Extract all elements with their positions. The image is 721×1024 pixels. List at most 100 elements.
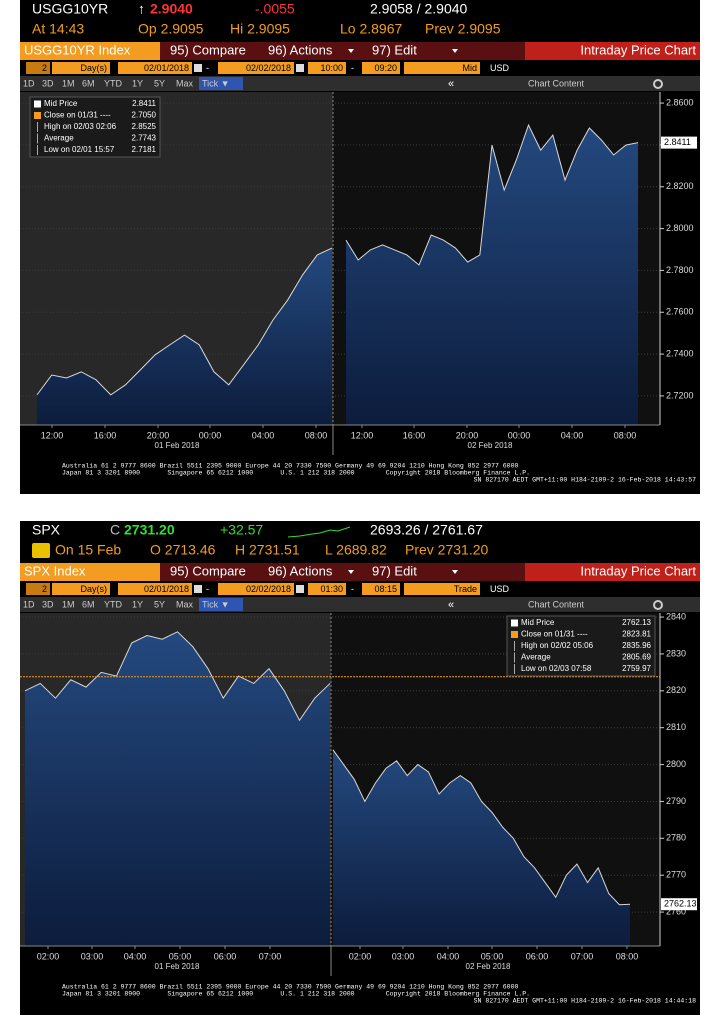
input-box	[52, 583, 110, 595]
toolbar-button[interactable]: 95) Compare	[170, 42, 246, 57]
y-tick-label: 2840	[666, 611, 686, 621]
toolbar-button[interactable]: 97) Edit	[372, 563, 417, 578]
setting[interactable]: Mid	[462, 63, 477, 73]
dropdown-arrow	[452, 570, 458, 574]
period-button[interactable]: YTD	[104, 599, 123, 609]
input-box	[404, 583, 480, 595]
period-button[interactable]: 6M	[82, 599, 95, 609]
input-box	[362, 583, 400, 595]
price-line	[24, 631, 331, 722]
period-button[interactable]: Max	[176, 599, 194, 609]
setting[interactable]: Day(s)	[81, 63, 108, 73]
bid-ask: 2693.26 / 2761.67	[370, 522, 483, 538]
period-button[interactable]: 1M	[62, 599, 75, 609]
y-tick-label: 2.7200	[666, 390, 694, 400]
badge-icon	[32, 543, 50, 558]
legend-swatch	[511, 619, 518, 627]
period-button[interactable]: 5Y	[154, 599, 165, 609]
x-tick-label: 04:00	[252, 430, 275, 440]
y-tick-label: 2810	[666, 722, 686, 732]
chart-content[interactable]: Chart Content	[528, 78, 585, 88]
last-tag	[661, 136, 697, 149]
setting[interactable]: 08:15	[374, 584, 397, 594]
period-button[interactable]: 1D	[23, 78, 35, 88]
security: SPX Index	[24, 563, 86, 578]
period-button[interactable]: 1D	[23, 599, 35, 609]
period-button[interactable]: 6M	[82, 78, 95, 88]
y-tick-label: 2760	[666, 906, 686, 916]
setting[interactable]: 02/01/2018	[144, 63, 189, 73]
x-tick-label: 03:00	[81, 951, 104, 961]
nav-back[interactable]: «	[448, 599, 454, 611]
price-line	[36, 247, 333, 396]
date-label: 01 Feb 2018	[155, 962, 200, 971]
footer-line: Australia 61 2 9777 8600 Brazil 5511 239…	[62, 463, 518, 470]
last-price: 2731.20	[124, 522, 175, 538]
legend-box	[506, 615, 656, 677]
setting[interactable]: 02/02/2018	[246, 63, 291, 73]
period-button[interactable]: 1Y	[132, 78, 143, 88]
calendar-icon	[194, 585, 202, 593]
setting[interactable]: Day(s)	[81, 584, 108, 594]
title-box	[525, 42, 700, 60]
period-button[interactable]: 3D	[42, 78, 54, 88]
period-button[interactable]: 1Y	[132, 599, 143, 609]
legend-swatch	[34, 112, 41, 119]
input-box	[308, 583, 346, 595]
setting[interactable]: Trade	[454, 584, 477, 594]
panel-title: Intraday Price Chart	[580, 563, 696, 578]
legend-label: Low on 02/01 15:57	[44, 145, 115, 154]
toolbar-button[interactable]: 96) Actions	[268, 42, 333, 57]
nav-back[interactable]: «	[448, 78, 454, 90]
footer-line: SN 827170 AEDT GMT+11:00 H184-2109-2 16-…	[474, 477, 696, 484]
stat: On 15 Feb	[55, 542, 121, 558]
x-tick-label: 20:00	[147, 430, 170, 440]
period-button[interactable]: Tick ▼	[202, 599, 230, 609]
legend-label: Mid Price	[44, 99, 78, 108]
period-bar	[20, 597, 700, 612]
chart-content[interactable]: Chart Content	[528, 599, 585, 609]
x-tick-label: 06:00	[526, 951, 549, 961]
toolbar-button[interactable]: 97) Edit	[372, 42, 417, 57]
stat: Prev 2731.20	[405, 542, 488, 558]
terminal-panel: SPX C 2731.20 +32.57 2693.26 / 2761.67 On 15 …	[20, 521, 700, 1015]
dropdown-arrow	[348, 570, 354, 574]
x-tick-label: 06:00	[214, 951, 237, 961]
setting[interactable]: 01:30	[320, 584, 343, 594]
setting[interactable]: 10:00	[320, 63, 343, 73]
x-tick-label: 12:00	[41, 430, 64, 440]
x-tick-label: 08:00	[616, 951, 639, 961]
period-button[interactable]: 5Y	[154, 78, 165, 88]
period-button[interactable]: Max	[176, 78, 194, 88]
x-tick-label: 20:00	[456, 430, 479, 440]
setting[interactable]: 02/01/2018	[144, 584, 189, 594]
input-box	[218, 583, 294, 595]
legend-label: Low on 02/03 07:58	[521, 664, 592, 673]
setting[interactable]: 09:20	[374, 63, 397, 73]
price-area	[25, 631, 330, 946]
period-button[interactable]: 3D	[42, 599, 54, 609]
period-button[interactable]: YTD	[104, 78, 123, 88]
x-tick-label: 07:00	[571, 951, 594, 961]
y-tick-label: 2820	[666, 685, 686, 695]
legend-label: Average	[44, 134, 74, 143]
legend-swatch	[34, 100, 41, 108]
y-tick-label: 2.7800	[666, 265, 694, 275]
x-tick-label: 04:00	[124, 951, 147, 961]
setting[interactable]: 02/02/2018	[246, 584, 291, 594]
y-tick-label: 2.8000	[666, 223, 694, 233]
price-area	[333, 749, 630, 946]
stat: Lo 2.8967	[340, 21, 402, 37]
setting: USD	[490, 584, 510, 594]
setting[interactable]: 2	[42, 584, 47, 594]
period-button[interactable]: Tick ▼	[202, 78, 230, 88]
setting: USD	[490, 63, 510, 73]
toolbar-button[interactable]: 96) Actions	[268, 563, 333, 578]
legend-label: Close on 01/31 ----	[44, 111, 111, 120]
setting[interactable]: 2	[42, 63, 47, 73]
y-tick-label: 2770	[666, 870, 686, 880]
period-button[interactable]: 1M	[62, 78, 75, 88]
calendar-icon	[296, 64, 304, 72]
toolbar-button[interactable]: 95) Compare	[170, 563, 246, 578]
